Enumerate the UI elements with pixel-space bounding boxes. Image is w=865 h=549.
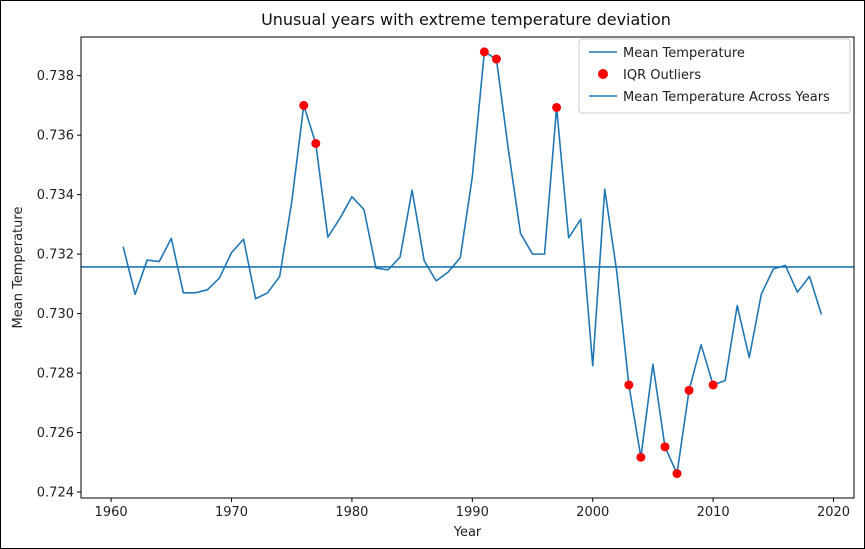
- outlier-point: [479, 47, 489, 57]
- outlier-point: [311, 138, 321, 148]
- legend-label-mean-across-years: Mean Temperature Across Years: [623, 90, 830, 105]
- x-tick-label: 1980: [335, 505, 368, 520]
- x-tick-label: 2000: [576, 505, 609, 520]
- outlier-point: [624, 380, 634, 390]
- y-tick-label: 0.734: [37, 188, 74, 203]
- series-line-mean-temperature: [122, 51, 823, 475]
- x-tick-label: 1990: [456, 505, 489, 520]
- axes-frame: [80, 36, 855, 499]
- y-tick-label: 0.732: [37, 248, 74, 263]
- y-axis-title: Mean Temperature: [11, 207, 26, 329]
- y-tick-label: 0.726: [37, 426, 74, 441]
- outlier-point: [552, 102, 562, 112]
- x-tick-label: 1960: [95, 505, 128, 520]
- x-tick-label: 1970: [215, 505, 248, 520]
- y-tick-label: 0.728: [37, 367, 74, 382]
- y-axis: 0.724 0.726 0.728 0.730 0.732 0.734 0.736 0.738: [37, 69, 81, 501]
- x-axis: 1960 1970 1980 1990 2000 2010 2020: [95, 498, 850, 520]
- y-tick-label: 0.730: [37, 307, 74, 322]
- legend-box: [578, 38, 851, 114]
- legend-swatch-iqr-outliers: [598, 69, 608, 79]
- x-tick-label: 2010: [697, 505, 730, 520]
- y-tick-label: 0.738: [37, 69, 74, 84]
- outlier-point: [636, 452, 646, 462]
- chart-title: Unusual years with extreme temperature d…: [261, 10, 671, 29]
- legend-label-iqr-outliers: IQR Outliers: [623, 68, 701, 83]
- outlier-point: [672, 469, 682, 479]
- legend: Mean Temperature IQR Outliers Mean Tempe…: [578, 38, 851, 114]
- legend-label-mean-temperature: Mean Temperature: [623, 46, 745, 61]
- x-tick-label: 2020: [817, 505, 850, 520]
- y-tick-label: 0.724: [37, 486, 74, 501]
- x-axis-title: Year: [453, 525, 482, 540]
- outlier-point: [708, 380, 718, 390]
- outlier-point: [684, 385, 694, 395]
- outlier-point: [491, 54, 501, 64]
- y-tick-label: 0.736: [37, 129, 74, 144]
- outlier-point: [660, 442, 670, 452]
- outlier-point: [299, 100, 309, 110]
- plot-area: [81, 47, 854, 479]
